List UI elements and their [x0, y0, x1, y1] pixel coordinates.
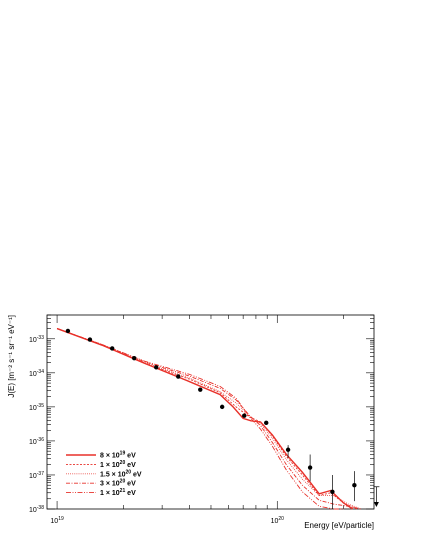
- upper-limit-arrow: [373, 502, 379, 507]
- data-point: [307, 465, 313, 470]
- data-point: [154, 365, 159, 370]
- legend: 8 × 1019 eV1 × 1020 eV1.5 × 1020 eV3 × 1…: [66, 451, 142, 497]
- x-tick-label: 1019: [50, 516, 64, 525]
- data-point: [330, 489, 335, 495]
- data-point: [285, 447, 291, 452]
- legend-label-1: 8 × 1019 eV: [100, 451, 136, 460]
- data-point: [87, 337, 93, 342]
- data-point: [352, 483, 357, 488]
- data-point: [131, 355, 137, 361]
- legend-label-3: 1.5 × 1020 eV: [100, 469, 142, 478]
- data-point: [65, 328, 71, 334]
- x-tick-label: 1020: [271, 516, 285, 525]
- y-tick-label: 10-36: [29, 437, 44, 446]
- y-tick-label: 10-35: [29, 403, 44, 412]
- data-point: [110, 346, 115, 351]
- legend-label-5: 1 × 1021 eV: [100, 488, 136, 497]
- series-line-3: [56, 328, 362, 510]
- x-axis-title: Energy [eV/particle]: [304, 521, 374, 530]
- y-tick-label: 10-37: [29, 471, 44, 480]
- series-line-4: [56, 328, 362, 510]
- series-line-5: [56, 328, 344, 510]
- series-line-2: [56, 328, 358, 510]
- axis-ticks: [47, 314, 374, 510]
- data-point: [242, 413, 247, 418]
- data-point: [176, 374, 181, 379]
- legend-label-4: 3 × 1020 eV: [100, 479, 136, 488]
- data-points: [65, 328, 380, 509]
- y-tick-label: 10-33: [29, 335, 44, 344]
- legend-label-2: 1 × 1020 eV: [100, 460, 136, 469]
- y-tick-label: 10-34: [29, 369, 44, 378]
- data-point: [219, 404, 225, 410]
- data-point: [264, 420, 269, 426]
- y-axis-title: J(E) [m⁻² s⁻¹ sr⁻¹ eV⁻¹]: [7, 315, 16, 398]
- series-line-1: [56, 327, 354, 510]
- model-curves: [56, 327, 362, 510]
- plot-frame: [46, 314, 375, 510]
- tick-labels: 1019 1020 10-33 10-34 10-35 10-36 10-37 10-38: [29, 335, 284, 525]
- data-point: [198, 387, 203, 392]
- y-tick-label: 10-38: [29, 505, 44, 514]
